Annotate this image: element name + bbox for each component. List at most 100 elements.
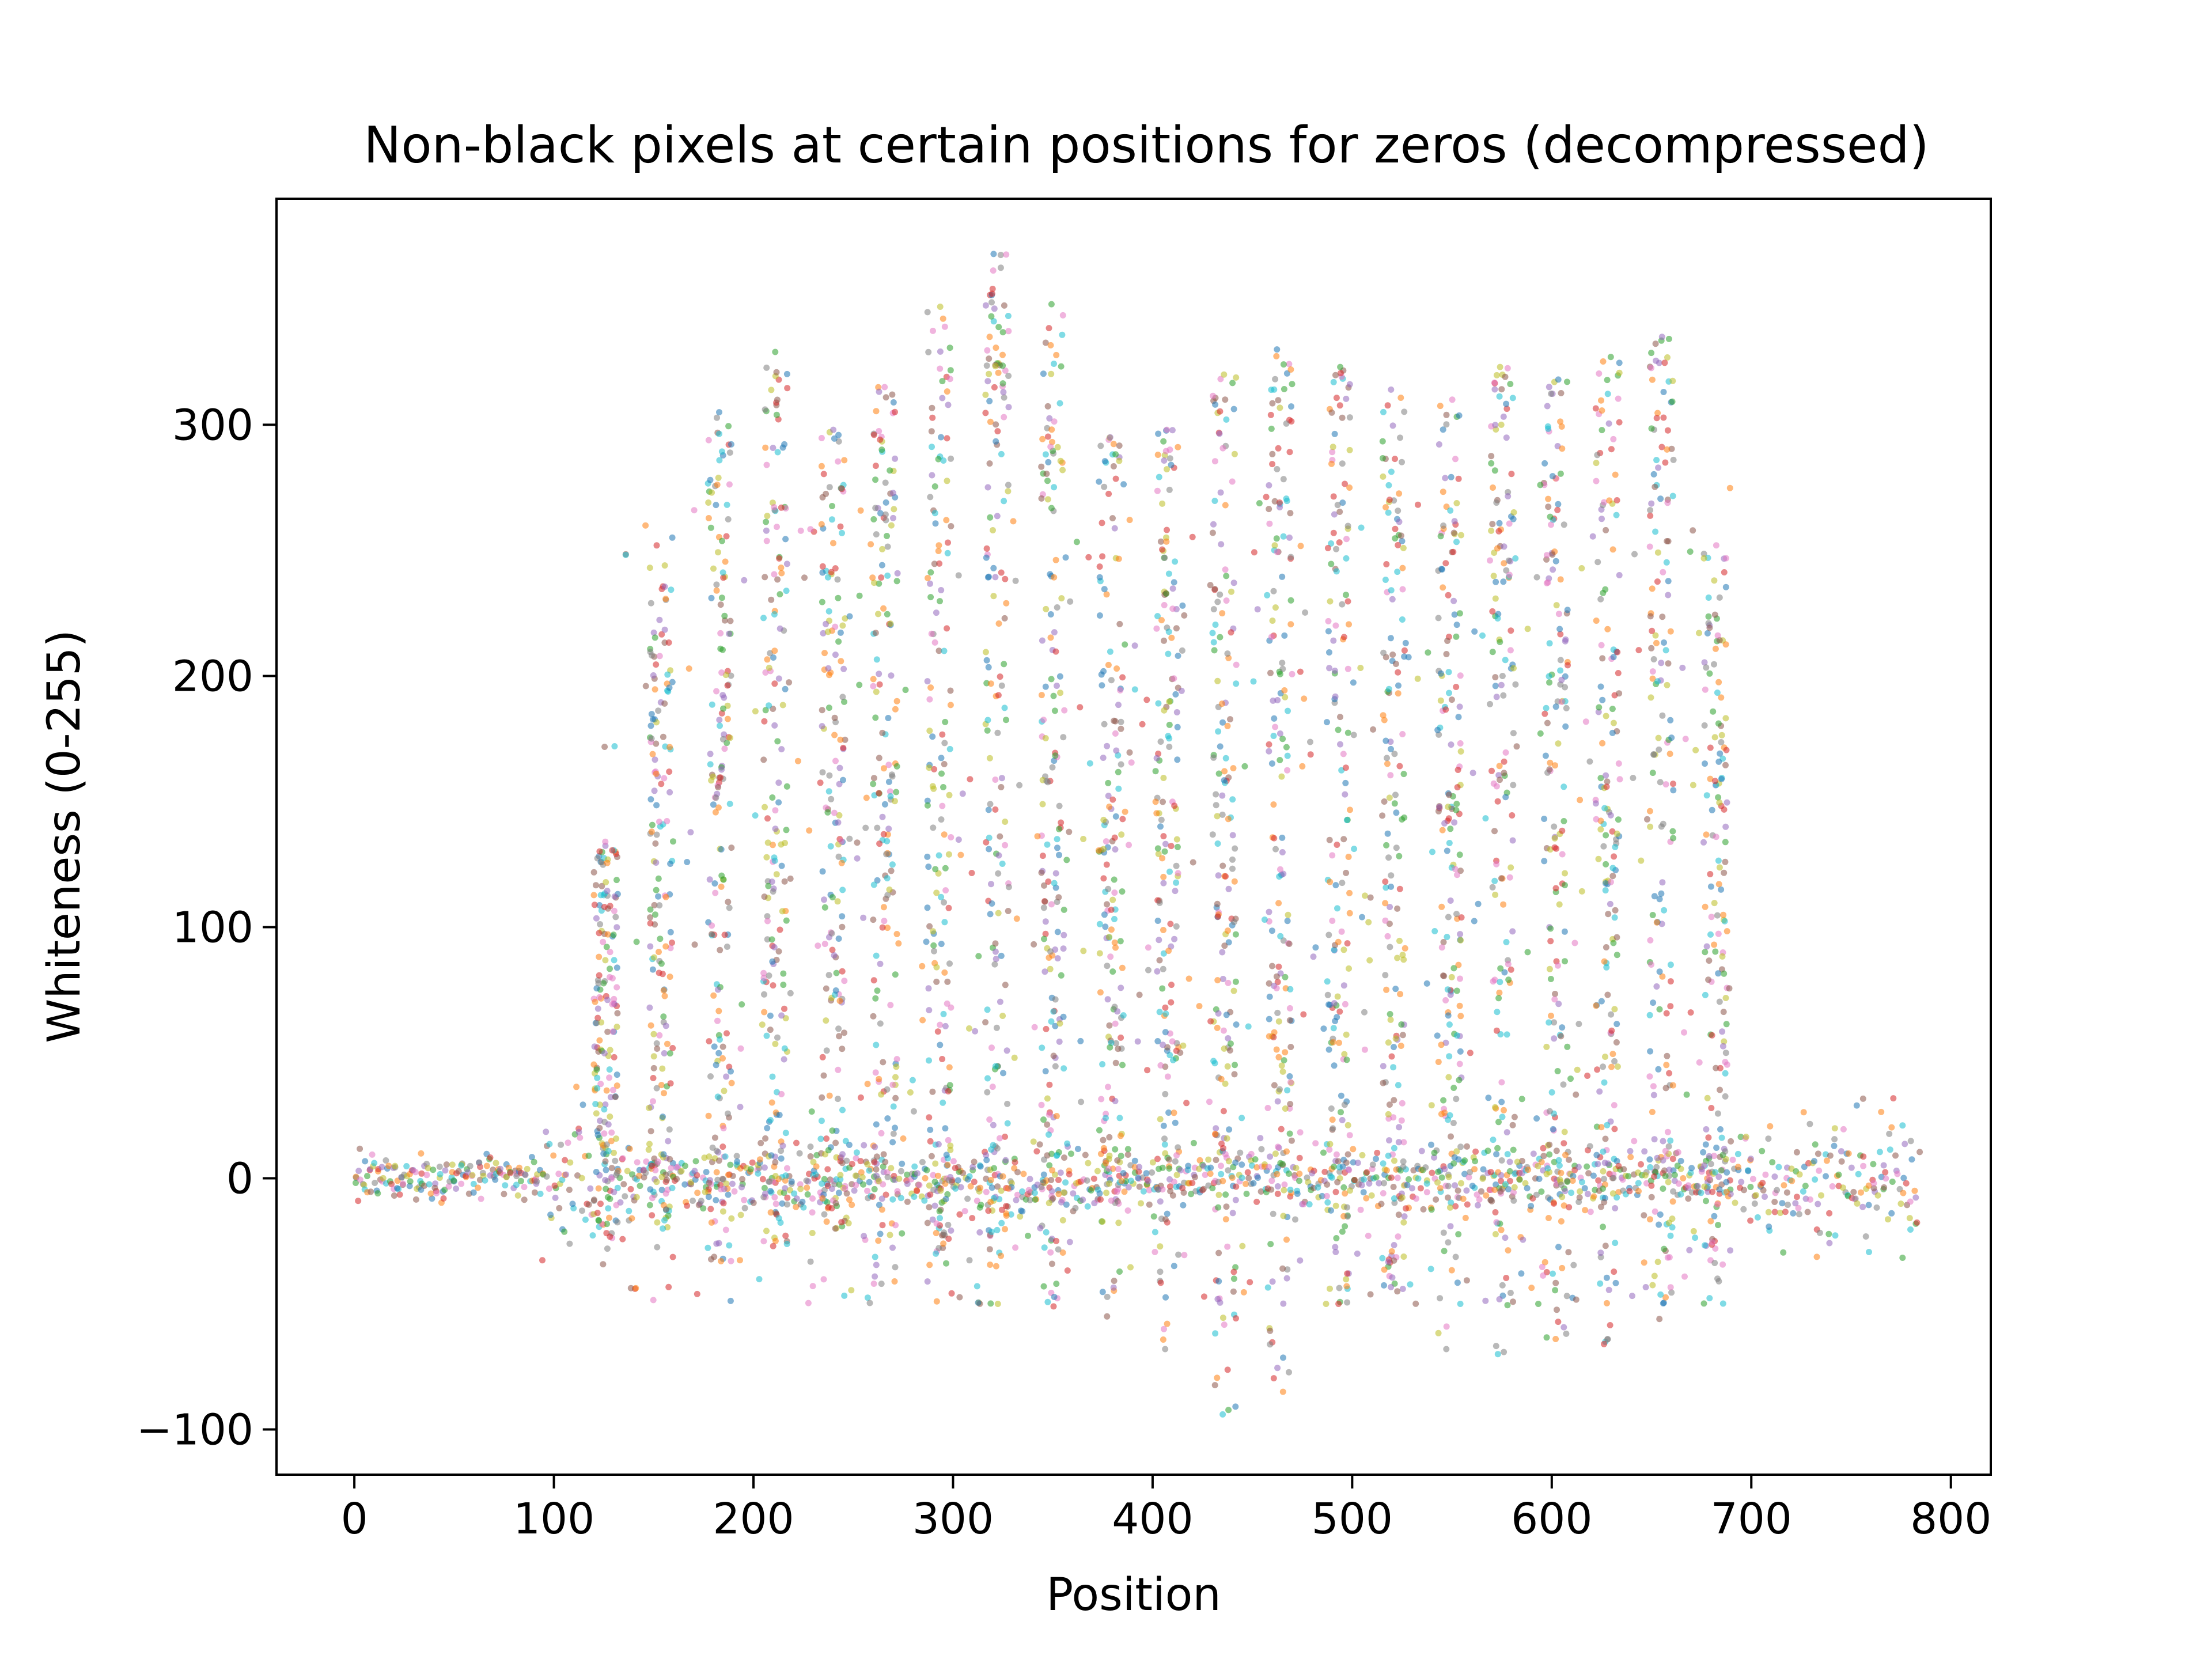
data-point [1479,1175,1486,1182]
data-point [1702,991,1709,998]
data-point [653,770,660,777]
data-point [1358,524,1365,531]
data-point [941,740,948,747]
data-point [1166,1183,1173,1190]
data-point [881,801,888,808]
data-point [1279,1161,1286,1168]
data-point [1392,456,1398,463]
data-point [1062,554,1069,561]
data-point [889,391,896,398]
data-point [1533,1191,1540,1198]
data-point [770,654,777,661]
data-point [1501,1107,1507,1113]
data-point [374,1190,381,1197]
data-point [1437,697,1444,704]
data-point [837,523,844,530]
data-point [1604,991,1611,998]
data-point [1714,1201,1721,1208]
data-point [1593,1002,1600,1009]
data-point [835,438,842,445]
data-point [1288,1137,1295,1144]
data-point [1501,770,1508,777]
data-point [930,942,937,949]
data-point [1099,1289,1106,1296]
data-point [945,1236,952,1242]
data-point [1581,1185,1588,1192]
data-point [1110,441,1117,448]
data-point [977,1184,984,1191]
data-point [1734,1164,1741,1171]
data-point [1854,1200,1861,1207]
data-point [1705,613,1712,620]
data-point [926,1114,933,1121]
data-point [1446,1021,1453,1028]
data-point [1048,1018,1055,1025]
data-point [1157,738,1164,745]
data-point [852,1172,859,1179]
data-point [1044,403,1051,410]
data-point [772,1173,779,1180]
data-point [1594,1066,1601,1073]
data-point [1284,752,1291,759]
data-point [801,574,808,581]
data-point [841,1029,847,1036]
data-point [591,1043,598,1050]
data-point [1336,1285,1343,1291]
data-point [467,1162,474,1169]
data-point [1218,541,1225,548]
data-point [897,1168,904,1175]
data-point [458,1180,465,1187]
data-point [884,543,891,550]
data-point [1044,478,1051,484]
data-point [1544,579,1551,586]
data-point [1511,1184,1518,1191]
data-point [1332,622,1339,629]
data-point [396,1191,403,1198]
data-point [656,1032,663,1039]
data-point [987,418,994,425]
data-point [1281,1187,1287,1194]
data-point [1230,1275,1237,1282]
data-point [1080,836,1087,842]
data-point [1296,1177,1302,1184]
data-point [1161,1135,1168,1142]
data-point [1146,1187,1153,1194]
data-point [1631,551,1638,558]
data-point [1272,376,1279,382]
data-point [1663,1010,1670,1017]
data-point [1800,1188,1806,1195]
data-point [935,456,942,463]
data-point [706,876,713,883]
data-point [1392,525,1399,532]
data-point [1393,809,1400,816]
data-point [1722,823,1729,830]
data-point [1437,403,1444,410]
data-point [1166,698,1173,705]
data-point [1717,750,1724,757]
data-point [1051,1294,1058,1300]
data-point [776,555,783,562]
data-point [609,1086,616,1093]
data-point [841,698,847,705]
data-point [1594,1161,1601,1168]
data-point [1524,1185,1531,1192]
data-point [1719,1043,1726,1050]
data-point [1562,723,1569,730]
data-point [1219,792,1226,799]
data-point [1380,408,1387,415]
data-point [1058,819,1065,826]
data-point [928,428,935,435]
data-point [1219,1315,1226,1321]
data-point [880,605,887,612]
data-point [1112,1059,1119,1066]
data-point [652,634,658,641]
data-point [1658,660,1665,666]
data-point [1387,1016,1394,1023]
data-point [592,998,599,1005]
data-point [841,978,848,984]
data-point [825,608,832,615]
data-point [762,444,769,451]
data-point [627,1285,634,1291]
data-point [1350,1146,1357,1153]
data-point [1889,1179,1896,1185]
